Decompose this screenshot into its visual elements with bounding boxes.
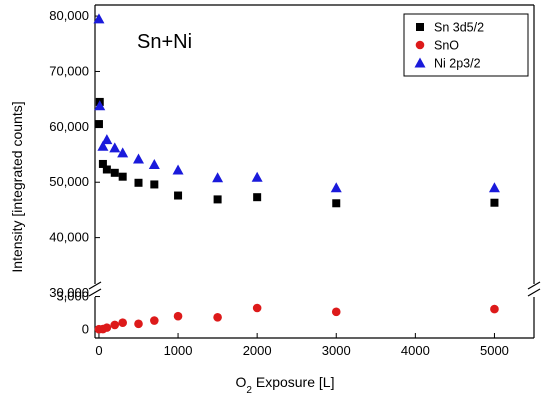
data-point	[93, 13, 105, 24]
data-point	[97, 140, 109, 151]
legend: Sn 3d5/2 SnO Ni 2p3/2	[403, 13, 529, 77]
axis-break-marks	[88, 281, 541, 297]
legend-marker	[415, 40, 425, 50]
data-point	[174, 191, 183, 200]
data-point	[133, 153, 145, 164]
series-circle	[94, 303, 499, 334]
x-axis-title-subscript: 2	[246, 385, 252, 396]
data-point	[102, 165, 111, 174]
data-point	[98, 159, 107, 168]
series-triangle	[93, 13, 500, 193]
legend-marker	[414, 57, 426, 68]
upper-y-axis: 30,000 40,000 50,000 60,000 70,000 80,000	[49, 8, 100, 300]
lower-y-tick-label: 3,000	[56, 289, 89, 304]
break-mark-left-2	[88, 288, 102, 297]
data-point	[109, 142, 121, 153]
legend-label: Sn 3d5/2	[434, 21, 484, 35]
data-point	[252, 303, 262, 313]
series-square	[94, 97, 499, 208]
x-axis-title-main: O	[236, 374, 247, 390]
x-axis-title: O2 Exposure [L]	[236, 374, 335, 396]
plot-frame	[94, 4, 535, 339]
legend-label: SnO	[434, 39, 459, 53]
x-tick-label: 2000	[243, 343, 272, 358]
break-mark-right-2	[527, 288, 541, 297]
data-point	[117, 147, 129, 158]
data-point	[213, 195, 222, 204]
data-point	[94, 100, 106, 111]
lower-y-tick-label: 0	[82, 321, 89, 336]
data-point	[101, 134, 113, 145]
data-point	[148, 159, 160, 170]
data-point	[213, 312, 222, 322]
data-point	[251, 171, 263, 182]
y-axis-title: Intensity [integrated counts]	[9, 101, 25, 272]
x-tick-label: 0	[95, 343, 102, 358]
data-point	[150, 316, 159, 325]
upper-y-tick-label: 60,000	[49, 119, 89, 134]
data-point	[134, 178, 143, 187]
x-tick-label: 4000	[401, 343, 430, 358]
data-point	[173, 311, 183, 321]
x-tick-label: 1000	[164, 343, 193, 358]
data-point	[488, 182, 500, 193]
break-mark-right-1	[527, 281, 541, 290]
data-point	[102, 323, 112, 332]
data-point	[490, 198, 499, 207]
data-point	[331, 307, 341, 317]
upper-y-tick-label: 70,000	[49, 63, 89, 78]
data-point	[212, 172, 224, 183]
chart-annotation: Sn+Ni	[137, 31, 192, 53]
legend-label: Ni 2p3/2	[434, 57, 481, 71]
data-point	[110, 320, 120, 330]
legend-marker	[416, 23, 424, 31]
data-points	[93, 13, 500, 334]
data-point	[134, 319, 143, 329]
upper-y-tick-label: 50,000	[49, 174, 89, 189]
data-point	[118, 172, 127, 181]
lower-y-axis: 0 3,000	[56, 289, 100, 336]
upper-y-tick-label: 40,000	[49, 230, 89, 245]
upper-y-tick-label: 80,000	[49, 8, 89, 23]
data-point	[118, 318, 127, 328]
x-tick-label: 3000	[322, 343, 351, 358]
x-axis: 0 1000 2000 3000 4000 5000	[95, 333, 509, 358]
data-point	[490, 304, 499, 314]
data-point	[332, 199, 341, 208]
data-point	[94, 120, 103, 129]
data-point	[330, 182, 342, 193]
data-point	[150, 180, 159, 189]
x-tick-label: 5000	[480, 343, 509, 358]
upper-y-tick-label: 30,000	[49, 285, 89, 300]
x-axis-title-rest: Exposure [L]	[252, 374, 335, 390]
data-point	[172, 164, 184, 175]
data-point	[110, 168, 119, 177]
data-point	[253, 193, 262, 202]
legend-box	[403, 13, 529, 77]
break-mark-left-1	[88, 281, 102, 290]
